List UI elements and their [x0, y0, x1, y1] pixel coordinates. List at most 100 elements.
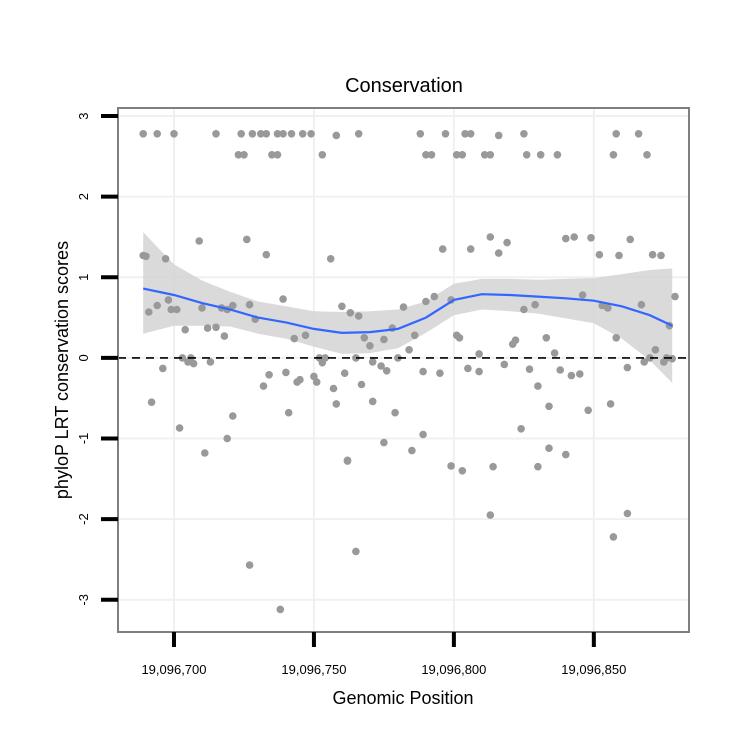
data-point: [410, 331, 419, 340]
data-point: [382, 367, 391, 375]
data-point: [486, 151, 495, 159]
data-point: [643, 151, 651, 159]
data-point: [508, 340, 517, 349]
data-point: [326, 254, 335, 263]
data-point: [466, 130, 475, 138]
data-point: [595, 250, 604, 259]
data-point: [640, 358, 648, 366]
data-point: [522, 151, 531, 159]
y-tick-label: -2: [76, 513, 91, 525]
data-point: [452, 331, 461, 340]
data-point: [229, 412, 237, 420]
data-point: [229, 301, 237, 310]
data-point: [201, 449, 209, 457]
data-point: [257, 130, 265, 138]
data-point: [542, 334, 551, 342]
data-point: [145, 308, 153, 316]
data-point: [147, 398, 156, 407]
data-point: [287, 130, 296, 138]
data-point: [648, 250, 657, 259]
data-point: [615, 251, 623, 260]
data-point: [189, 359, 198, 368]
data-point: [562, 450, 570, 459]
data-point: [153, 130, 161, 138]
data-point: [284, 408, 293, 417]
data-point: [142, 252, 150, 261]
data-point: [298, 130, 307, 138]
data-point: [637, 300, 646, 309]
data-point: [203, 324, 212, 332]
data-point: [419, 430, 427, 439]
smooth-curve: [142, 287, 673, 335]
data-point: [517, 425, 525, 433]
plot-border: [117, 107, 690, 633]
data-point: [220, 332, 229, 340]
y-tick-label: -3: [76, 594, 91, 606]
y-tick-label: 1: [76, 274, 91, 281]
data-point: [494, 131, 503, 140]
y-axis: -3 -2 -1 0 1 2 3: [76, 112, 118, 606]
data-point: [237, 130, 245, 138]
data-point: [660, 358, 668, 366]
data-point: [489, 462, 497, 471]
data-point: [606, 400, 615, 408]
x-tick-label: 19,096,800: [421, 662, 486, 677]
data-point: [310, 372, 318, 381]
data-point: [262, 130, 271, 138]
data-point: [368, 358, 377, 366]
data-point: [206, 358, 215, 366]
data-point: [612, 334, 620, 342]
data-point: [343, 457, 352, 465]
data-point: [240, 151, 248, 159]
data-point: [332, 131, 341, 140]
data-point: [408, 446, 416, 455]
data-point: [279, 130, 287, 138]
data-point: [584, 406, 592, 415]
data-point: [366, 342, 374, 350]
data-point: [520, 305, 528, 314]
data-point: [346, 309, 355, 317]
data-point: [657, 251, 665, 260]
data-point: [282, 368, 290, 377]
data-point: [623, 509, 632, 518]
data-point: [486, 511, 495, 519]
data-point: [352, 354, 360, 362]
data-point: [475, 367, 483, 376]
data-point: [486, 233, 495, 241]
data-point: [290, 334, 299, 343]
data-point: [332, 400, 341, 408]
confidence-band: [143, 232, 673, 383]
data-point: [562, 234, 570, 243]
data-point: [243, 235, 251, 244]
data-point: [279, 295, 287, 303]
data-point: [475, 350, 483, 358]
data-point: [436, 369, 444, 378]
data-point: [175, 424, 184, 432]
data-point: [466, 245, 475, 253]
data-point: [646, 354, 654, 362]
data-point: [545, 444, 553, 453]
data-point: [609, 533, 618, 541]
data-point: [427, 151, 436, 159]
data-point: [273, 151, 282, 159]
x-tick-label: 19,096,850: [561, 662, 626, 677]
data-point: [438, 245, 447, 253]
data-point: [494, 249, 503, 257]
data-point: [357, 380, 366, 389]
x-axis: 19,096,700 19,096,750 19,096,800 19,096,850: [141, 632, 626, 677]
data-point: [301, 331, 310, 340]
confidence-ribbon: [143, 232, 673, 383]
data-point: [212, 323, 220, 332]
data-point: [553, 151, 562, 159]
data-point: [360, 334, 369, 342]
data-point: [368, 397, 377, 406]
y-tick-label: 0: [76, 354, 91, 361]
data-point: [234, 151, 243, 159]
data-point: [399, 303, 408, 311]
data-point: [164, 296, 173, 304]
data-point: [452, 151, 461, 159]
data-point: [422, 151, 430, 159]
data-point: [556, 366, 564, 374]
x-axis-title: Genomic Position: [332, 688, 473, 708]
y-tick-label: 2: [76, 193, 91, 200]
